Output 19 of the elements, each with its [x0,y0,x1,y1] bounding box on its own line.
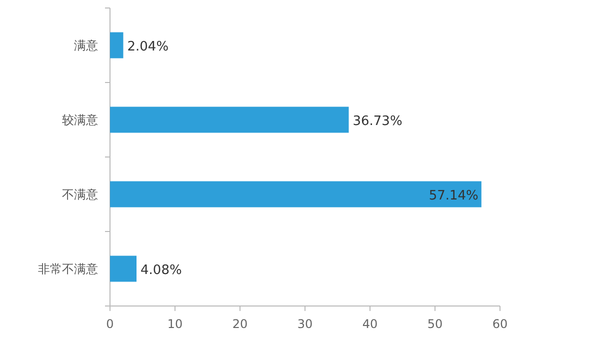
data-label: 4.08% [140,262,182,278]
y-tick-label: 非常不满意 [38,262,98,276]
bar [110,181,482,208]
x-tick-label: 60 [492,317,508,331]
data-label: 57.14% [428,188,478,204]
x-tick-label: 0 [106,317,114,331]
bar [110,256,137,282]
x-tick-label: 30 [297,317,313,331]
x-tick-label: 40 [362,317,378,331]
x-tick-label: 10 [167,317,183,331]
y-tick-label: 较满意 [62,112,98,127]
y-tick-label: 满意 [74,38,98,52]
x-tick-label: 50 [427,317,443,331]
x-tick-label: 20 [232,317,248,331]
bar [110,106,349,133]
data-label: 36.73% [352,114,402,129]
data-label: 2.04% [127,39,169,54]
y-tick-label: 不满意 [62,187,98,202]
bar [110,32,124,58]
